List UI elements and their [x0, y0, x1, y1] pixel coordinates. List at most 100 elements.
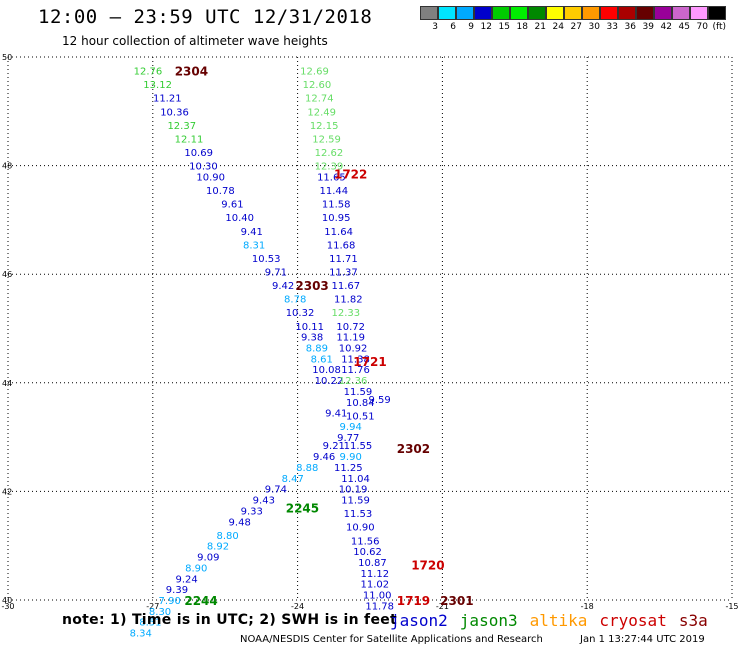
legend-swatch [708, 6, 726, 20]
wave-height-value: 9.77 [337, 433, 359, 444]
wave-height-value: 10.90 [196, 172, 225, 183]
pass-time-label: 2303 [295, 279, 328, 293]
pass-time-label: 1721 [353, 355, 386, 369]
wave-height-value: 9.90 [340, 452, 362, 463]
wave-height-value: 9.33 [241, 506, 263, 517]
wave-height-value: 10.92 [339, 344, 368, 355]
wave-height-value: 10.19 [339, 485, 368, 496]
wave-height-value: 11.59 [344, 387, 373, 398]
wave-height-value: 10.69 [184, 148, 213, 159]
wave-height-value: 11.19 [336, 333, 365, 344]
wave-height-value: 9.38 [301, 333, 323, 344]
satellite-jason3: jason3 [459, 611, 518, 630]
pass-time-label: 1719 [397, 594, 430, 608]
x-tick-label: -30 [1, 602, 14, 611]
wave-height-value: 11.64 [324, 227, 353, 238]
wave-height-value: 8.47 [282, 474, 304, 485]
legend-swatch [438, 6, 456, 20]
pass-time-label: 2301 [440, 594, 473, 608]
legend-swatch [582, 6, 600, 20]
wave-height-value: 12.11 [175, 134, 204, 145]
satellite-altika: altika [529, 611, 588, 630]
legend-swatch [564, 6, 582, 20]
wave-height-value: 11.59 [341, 496, 370, 507]
wave-height-value: 12.37 [167, 121, 196, 132]
chart-subtitle: 12 hour collection of altimeter wave hei… [62, 34, 328, 48]
wave-height-value: 9.09 [197, 553, 219, 564]
wave-height-value: 10.72 [336, 322, 365, 333]
y-tick-label: 44 [2, 379, 12, 388]
wave-height-value: 11.37 [329, 267, 358, 278]
wave-height-value: 12.39 [315, 162, 344, 173]
legend-tick-label: 36 [624, 22, 636, 32]
legend-swatch [600, 6, 618, 20]
wave-height-value: 11.44 [319, 186, 348, 197]
y-tick-label: 48 [2, 162, 12, 171]
wave-height-value: 9.48 [229, 517, 251, 528]
legend-swatch [510, 6, 528, 20]
color-legend: 3 6 9 12 15 18 21 24 27 30 33 36 39 42 45 70 (ft) [420, 6, 726, 32]
satellite-s3a: s3a [678, 611, 708, 630]
wave-height-value: 8.89 [306, 344, 328, 355]
pass-time-label: 1720 [411, 559, 444, 573]
wave-height-value: 7.90 [159, 596, 181, 607]
wave-height-value: 12.62 [315, 148, 344, 159]
wave-height-value: 10.90 [346, 523, 375, 534]
legend-tick-label: 27 [570, 22, 582, 32]
pass-time-label: 1722 [334, 168, 367, 182]
legend-tick-label: 18 [516, 22, 528, 32]
pass-time-label: 2304 [175, 65, 208, 79]
wave-height-value: 11.67 [332, 281, 361, 292]
x-tick-label: -24 [291, 602, 304, 611]
wave-height-value: 8.90 [185, 563, 207, 574]
note-text: note: 1) Time is in UTC; 2) SWH is in fe… [62, 612, 398, 628]
wave-height-value: 13.12 [143, 80, 172, 91]
x-tick-label: -21 [436, 602, 449, 611]
wave-height-value: 10.78 [206, 186, 235, 197]
wave-height-value: 10.51 [346, 411, 375, 422]
wave-height-value: 12.33 [332, 308, 361, 319]
wave-height-value: 12.15 [310, 121, 339, 132]
legend-tick-label: 12 [480, 22, 492, 32]
wave-height-value: 8.34 [130, 629, 152, 640]
legend-tick-label: 24 [552, 22, 564, 32]
wave-height-value: 12.69 [300, 67, 329, 78]
footer-credit: NOAA/NESDIS Center for Satellite Applica… [240, 634, 543, 645]
wave-height-value: 8.92 [207, 542, 229, 553]
wave-height-value: 11.68 [327, 240, 356, 251]
wave-height-value: 10.53 [252, 254, 281, 265]
wave-height-value: 11.04 [341, 474, 370, 485]
wave-height-value: 10.62 [353, 547, 382, 558]
wave-height-value: 10.30 [189, 162, 218, 173]
wave-height-value: 9.43 [253, 496, 275, 507]
x-tick-label: -15 [725, 602, 738, 611]
wave-height-value: 12.76 [134, 67, 163, 78]
legend-swatch [690, 6, 708, 20]
wave-height-value: 11.76 [341, 365, 370, 376]
legend-swatch [420, 6, 438, 20]
legend-tick-label: 9 [468, 22, 474, 32]
wave-height-value: 11.25 [334, 463, 363, 474]
wave-height-value: 12.74 [305, 94, 334, 105]
wave-height-value: 10.87 [358, 558, 387, 569]
generated-timestamp: Jan 1 13:27:44 UTC 2019 [580, 634, 705, 645]
wave-height-value: 11.65 [317, 172, 346, 183]
legend-tick-label: 15 [498, 22, 510, 32]
legend-tick-label: 39 [642, 22, 654, 32]
legend-tick-label: 42 [660, 22, 672, 32]
wave-height-value: 11.82 [334, 295, 363, 306]
wave-height-value: 10.22 [315, 376, 344, 387]
wave-height-value: 8.78 [284, 295, 306, 306]
wave-height-value: 10.95 [322, 213, 351, 224]
satellite-cryosat: cryosat [599, 611, 667, 630]
legend-tick-label: 45 [678, 22, 690, 32]
legend-tick-label: 6 [450, 22, 456, 32]
legend-swatch [636, 6, 654, 20]
legend-swatch [492, 6, 510, 20]
wave-height-value: 8.61 [311, 354, 333, 365]
wave-height-value: 9.71 [265, 267, 287, 278]
y-tick-label: 42 [2, 487, 12, 496]
wave-height-value: 11.02 [361, 580, 390, 591]
x-tick-label: -18 [581, 602, 594, 611]
